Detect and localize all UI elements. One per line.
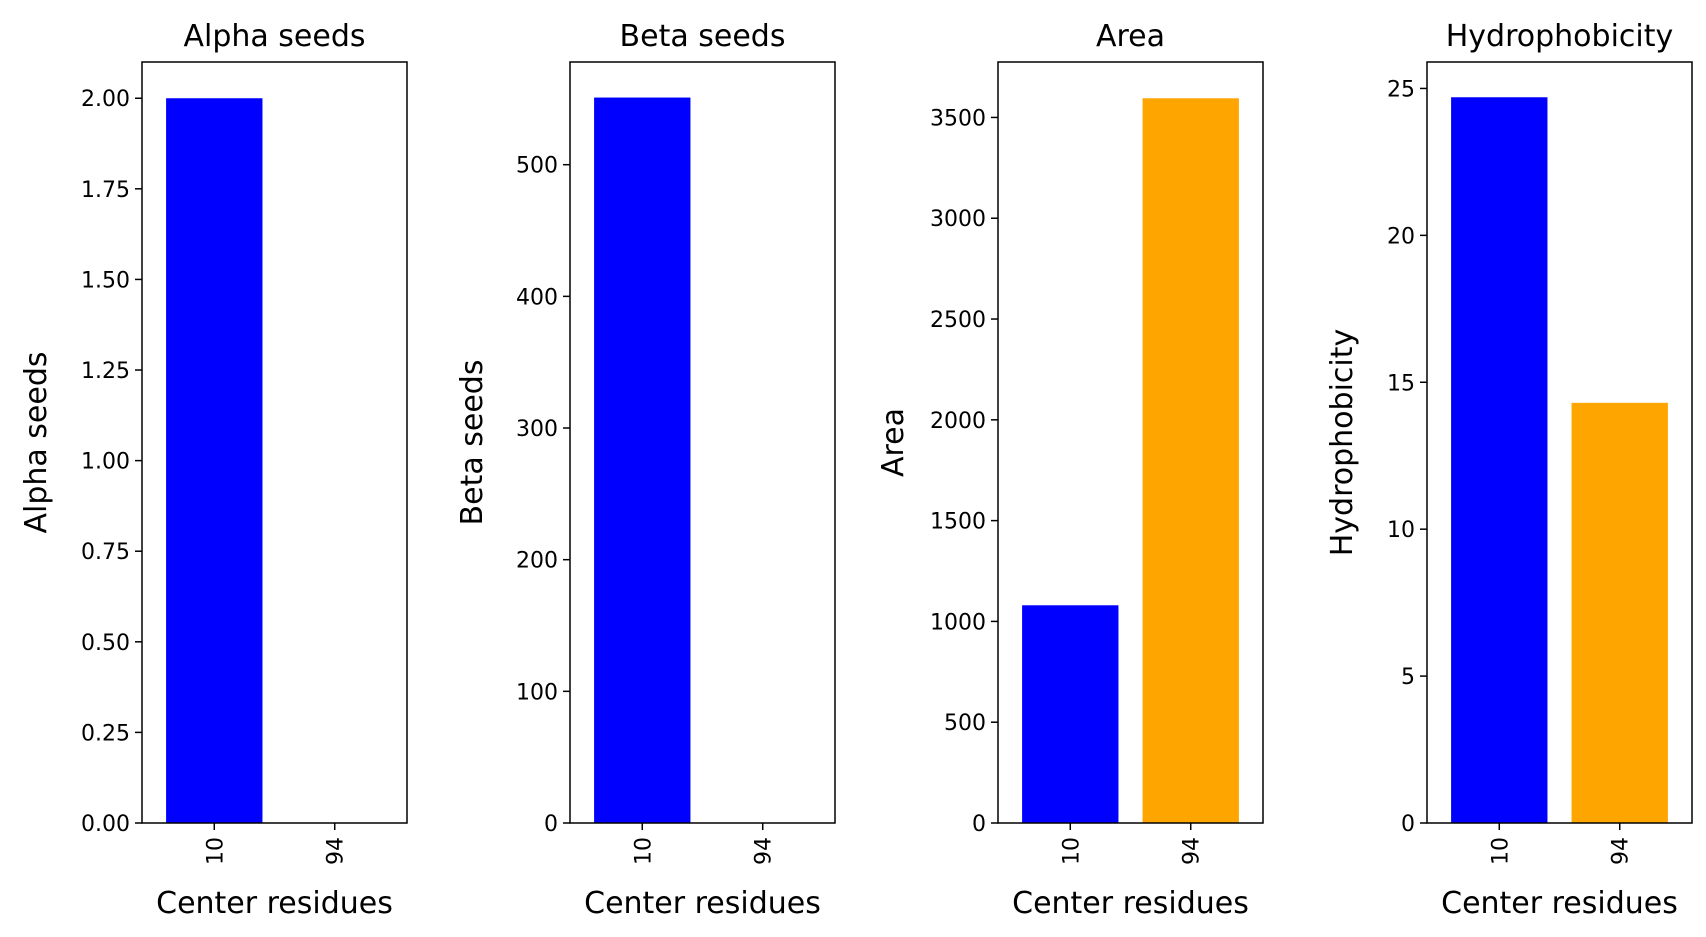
y-tick-label: 1000 <box>930 610 986 635</box>
y-tick-label: 15 <box>1387 371 1415 396</box>
y-tick-label: 2500 <box>930 308 986 333</box>
x-tick-label: 94 <box>1180 837 1205 865</box>
x-axis-label: Center residues <box>584 886 821 921</box>
y-tick-label: 2.00 <box>81 87 130 112</box>
y-tick-label: 2000 <box>930 409 986 434</box>
y-tick-label: 1500 <box>930 510 986 535</box>
y-tick-label: 1.25 <box>81 359 130 384</box>
bar <box>1571 402 1668 823</box>
y-tick-label: 200 <box>516 549 558 574</box>
y-tick-label: 500 <box>944 711 986 736</box>
chart-title: Area <box>1096 19 1165 54</box>
plot-frame <box>141 61 408 824</box>
x-tick-label: 94 <box>1609 837 1634 865</box>
y-tick-label: 100 <box>516 680 558 705</box>
y-tick-label: 20 <box>1387 224 1415 249</box>
chart-panel: 0 100 200 300 400 500 10 94 Beta seeds Center res… <box>455 19 836 921</box>
y-axis-label: Area <box>876 408 911 477</box>
y-tick-label: 0 <box>1401 812 1415 837</box>
chart-panel: 0 5 10 15 20 25 10 94 Hydrophobicity Center resid… <box>1325 19 1693 921</box>
y-axis-label: Hydrophobicity <box>1325 329 1360 557</box>
y-tick-label: 300 <box>516 417 558 442</box>
x-tick-label: 94 <box>752 837 777 865</box>
y-tick-label: 0.50 <box>81 631 130 656</box>
y-tick-label: 3000 <box>930 207 986 232</box>
y-tick-label: 0 <box>972 812 986 837</box>
y-tick-label: 0.25 <box>81 721 130 746</box>
y-tick-label: 0.75 <box>81 540 130 565</box>
bar <box>1451 97 1548 824</box>
y-tick-label: 5 <box>1401 665 1415 690</box>
bar <box>166 98 263 823</box>
y-tick-label: 25 <box>1387 77 1415 102</box>
x-tick-label: 10 <box>203 837 228 865</box>
x-tick-label: 10 <box>1488 837 1513 865</box>
x-tick-label: 10 <box>1059 837 1084 865</box>
x-axis-label: Center residues <box>1012 886 1249 921</box>
y-tick-label: 10 <box>1387 518 1415 543</box>
chart-title: Alpha seeds <box>183 19 365 54</box>
x-axis-label: Center residues <box>156 886 393 921</box>
bar <box>1142 98 1239 824</box>
y-tick-label: 3500 <box>930 106 986 131</box>
chart-title: Hydrophobicity <box>1446 19 1674 54</box>
y-tick-label: 400 <box>516 285 558 310</box>
y-tick-label: 1.50 <box>81 268 130 293</box>
bar <box>594 97 691 823</box>
chart-panel: 0 500 1000 1500 2000 2500 3000 3500 10 94 Area Cent… <box>876 19 1264 921</box>
x-axis-label: Center residues <box>1441 886 1678 921</box>
y-tick-label: 1.75 <box>81 178 130 203</box>
y-tick-label: 0 <box>544 812 558 837</box>
y-tick-label: 500 <box>516 154 558 179</box>
x-tick-label: 94 <box>324 837 349 865</box>
y-tick-label: 0.00 <box>81 812 130 837</box>
plot-frame <box>569 61 836 824</box>
y-axis-label: Alpha seeds <box>19 351 54 533</box>
x-tick-label: 10 <box>631 837 656 865</box>
y-tick-label: 1.00 <box>81 450 130 475</box>
plot-frame <box>1426 61 1693 824</box>
plot-frame <box>997 61 1264 824</box>
bar <box>1022 605 1119 823</box>
chart-panel: 0.00 0.25 0.50 0.75 1.00 1.25 1.50 1.75 2.00 10 94… <box>19 19 408 921</box>
chart-title: Beta seeds <box>620 19 786 54</box>
y-axis-label: Beta seeds <box>455 360 490 526</box>
